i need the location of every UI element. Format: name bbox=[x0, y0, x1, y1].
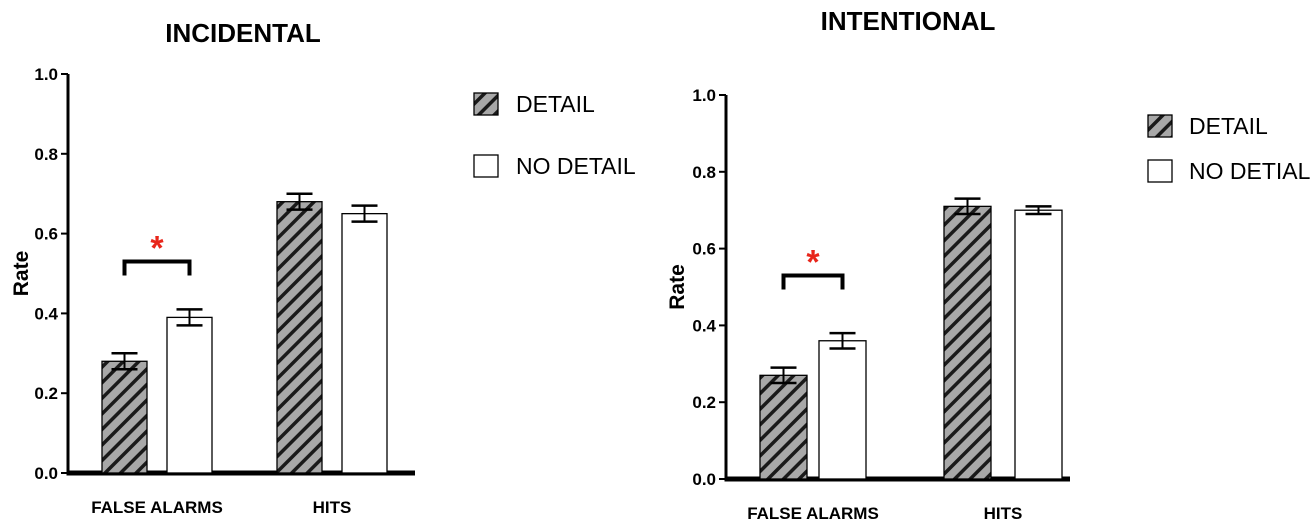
legend-item-detail: DETAIL bbox=[1147, 113, 1268, 139]
x-tick-label: FALSE ALARMS bbox=[91, 498, 223, 517]
chart-panel-incidental: INCIDENTAL Rate 0.0 0.2 0.4 0.6 0.8 1.0 FALSE AL… bbox=[10, 18, 636, 517]
bar-no-detial bbox=[818, 340, 867, 480]
x-tick-label: HITS bbox=[313, 498, 352, 517]
legend-swatch bbox=[1147, 159, 1173, 183]
chart-title: INCIDENTAL bbox=[165, 18, 321, 48]
y-tick-label: 0.4 bbox=[34, 304, 58, 323]
x-tick-label: FALSE ALARMS bbox=[747, 504, 879, 523]
bar-detail bbox=[943, 205, 992, 480]
x-tick-label: HITS bbox=[984, 504, 1023, 523]
bar-no-detail bbox=[166, 316, 213, 474]
bracket-line bbox=[781, 273, 845, 290]
significance-bracket: * bbox=[781, 243, 845, 290]
y-axis-label: Rate bbox=[666, 264, 689, 310]
legend-swatch bbox=[473, 154, 499, 178]
y-tick-label: 0.6 bbox=[34, 225, 58, 244]
error-bar bbox=[829, 331, 856, 350]
y-axis-label: Rate bbox=[10, 251, 33, 297]
y-tick-label: 0.8 bbox=[34, 145, 58, 164]
chart-panel-intentional: INTENTIONAL Rate 0.0 0.2 0.4 0.6 0.8 1.0 FALSE A… bbox=[666, 6, 1311, 523]
y-tick-label: 0.2 bbox=[34, 384, 58, 403]
error-bar bbox=[351, 204, 378, 223]
error-bar bbox=[1025, 205, 1052, 216]
legend-label: NO DETIAL bbox=[1189, 158, 1311, 184]
y-tick-label: 1.0 bbox=[34, 65, 58, 84]
significance-bracket: * bbox=[122, 230, 192, 276]
bar-no-detial bbox=[1014, 209, 1063, 480]
bar-detail bbox=[101, 360, 148, 474]
error-bar bbox=[954, 197, 981, 216]
y-tick-label: 0.2 bbox=[692, 393, 716, 412]
error-bar bbox=[111, 352, 138, 371]
error-bar bbox=[286, 192, 313, 211]
y-tick-label: 0.0 bbox=[34, 464, 58, 483]
legend-item-detail: DETAIL bbox=[473, 91, 595, 117]
legend-swatch bbox=[1147, 114, 1173, 138]
significance-star: * bbox=[150, 230, 164, 268]
error-bar bbox=[176, 308, 203, 327]
y-tick-label: 0.8 bbox=[692, 163, 716, 182]
legend-label: DETAIL bbox=[1189, 113, 1268, 139]
y-tick-label: 0.6 bbox=[692, 240, 716, 259]
legend-item-no-detial: NO DETIAL bbox=[1147, 158, 1311, 184]
y-tick-label: 0.0 bbox=[692, 470, 716, 489]
y-tick-label: 0.4 bbox=[692, 316, 716, 335]
chart-title: INTENTIONAL bbox=[821, 6, 996, 36]
bar-detail bbox=[276, 201, 323, 474]
bar-no-detail bbox=[341, 212, 388, 474]
bracket-line bbox=[122, 259, 192, 276]
y-tick-label: 1.0 bbox=[692, 86, 716, 105]
legend-label: DETAIL bbox=[516, 91, 595, 117]
legend-item-no-detail: NO DETAIL bbox=[473, 153, 636, 179]
bar-detail bbox=[759, 374, 808, 480]
legend-label: NO DETAIL bbox=[516, 153, 636, 179]
error-bar bbox=[770, 366, 797, 385]
significance-star: * bbox=[806, 243, 820, 281]
legend-swatch bbox=[473, 92, 499, 116]
